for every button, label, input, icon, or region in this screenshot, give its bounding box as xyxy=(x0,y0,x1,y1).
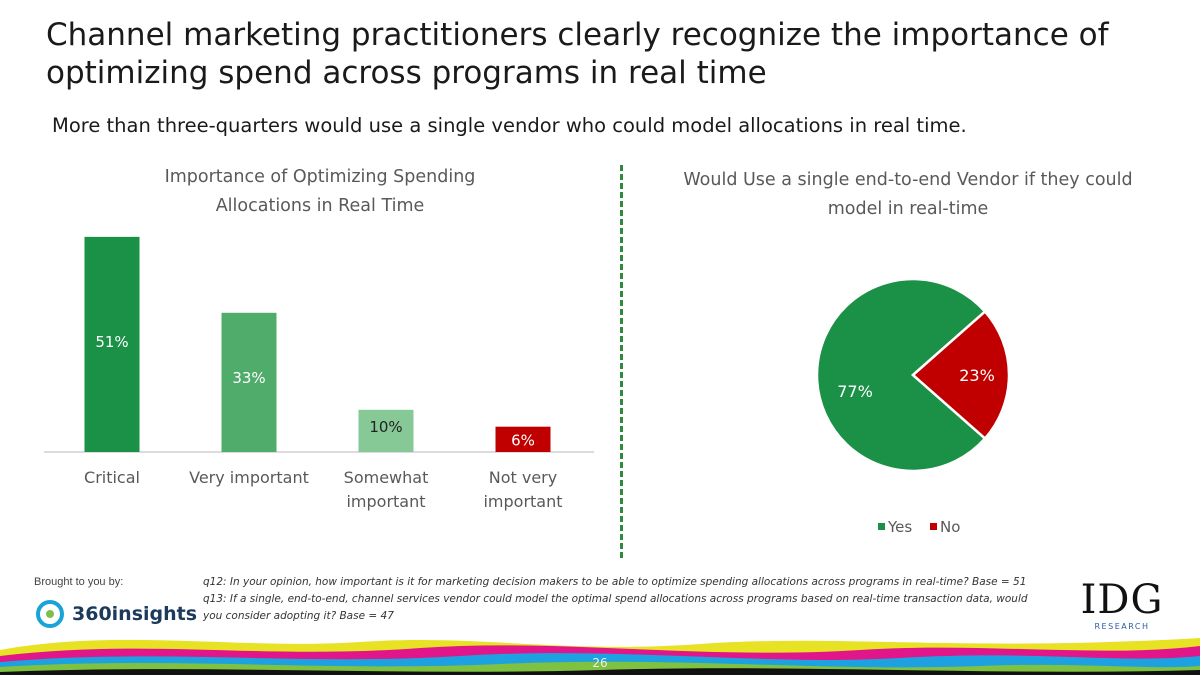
idg-research-logo: IDG RESEARCH xyxy=(1052,580,1192,631)
bar-category-label: Somewhat xyxy=(344,468,429,487)
slide-title: Channel marketing practitioners clearly … xyxy=(46,17,1109,91)
bar-category-label: Critical xyxy=(84,468,140,487)
pie-label-no: 23% xyxy=(959,366,995,385)
sponsor-logo-icon xyxy=(36,600,64,628)
footnotes: q12: In your opinion, how important is i… xyxy=(203,574,1033,625)
bar-value-label: 33% xyxy=(232,369,265,387)
idg-logo-mark: IDG xyxy=(1080,577,1164,623)
bar-category-label: important xyxy=(483,492,562,511)
legend-swatch-yes xyxy=(878,523,885,530)
pie-slice-yes xyxy=(815,277,987,473)
bar-value-label: 51% xyxy=(95,333,128,351)
bar-very-important xyxy=(221,312,277,452)
legend-label-yes: Yes xyxy=(887,518,912,536)
bar-value-label: 6% xyxy=(511,432,535,450)
footnote-q12: q12: In your opinion, how important is i… xyxy=(203,576,1027,588)
slide-subtitle: More than three-quarters would use a sin… xyxy=(52,114,967,137)
brought-by-label: Brought to you by: xyxy=(34,576,124,588)
bar-critical xyxy=(84,236,140,452)
pie-chart-title: Would Use a single end-to-end Vendor if … xyxy=(683,170,1133,219)
bar-category-label: important xyxy=(346,492,425,511)
idg-logo-sub: RESEARCH xyxy=(1094,622,1150,631)
footnote-q13: q13: If a single, end-to-end, channel se… xyxy=(203,593,1028,622)
legend-label-no: No xyxy=(940,518,960,536)
bar-somewhat-important xyxy=(358,409,414,452)
legend-swatch-no xyxy=(930,523,937,530)
bar-not-very-important xyxy=(495,426,551,452)
bar-chart-title: Importance of Optimizing Spending Alloca… xyxy=(164,167,476,216)
bar-value-label: 10% xyxy=(369,418,402,436)
sponsor-logo-text: 360insights xyxy=(72,603,198,625)
section-divider xyxy=(620,165,623,558)
decorative-wave-band xyxy=(0,638,1200,675)
charts-canvas: 51% Critical 33% Very important 10% Somewhat i… xyxy=(44,236,1011,536)
pie-label-yes: 77% xyxy=(837,382,873,401)
bar-category-label: Very important xyxy=(189,468,309,487)
page-number: 26 xyxy=(592,656,608,670)
bar-category-label: Not very xyxy=(489,468,557,487)
sponsor-logo: 360insights xyxy=(36,596,197,632)
pie-slice-no xyxy=(911,309,1011,441)
